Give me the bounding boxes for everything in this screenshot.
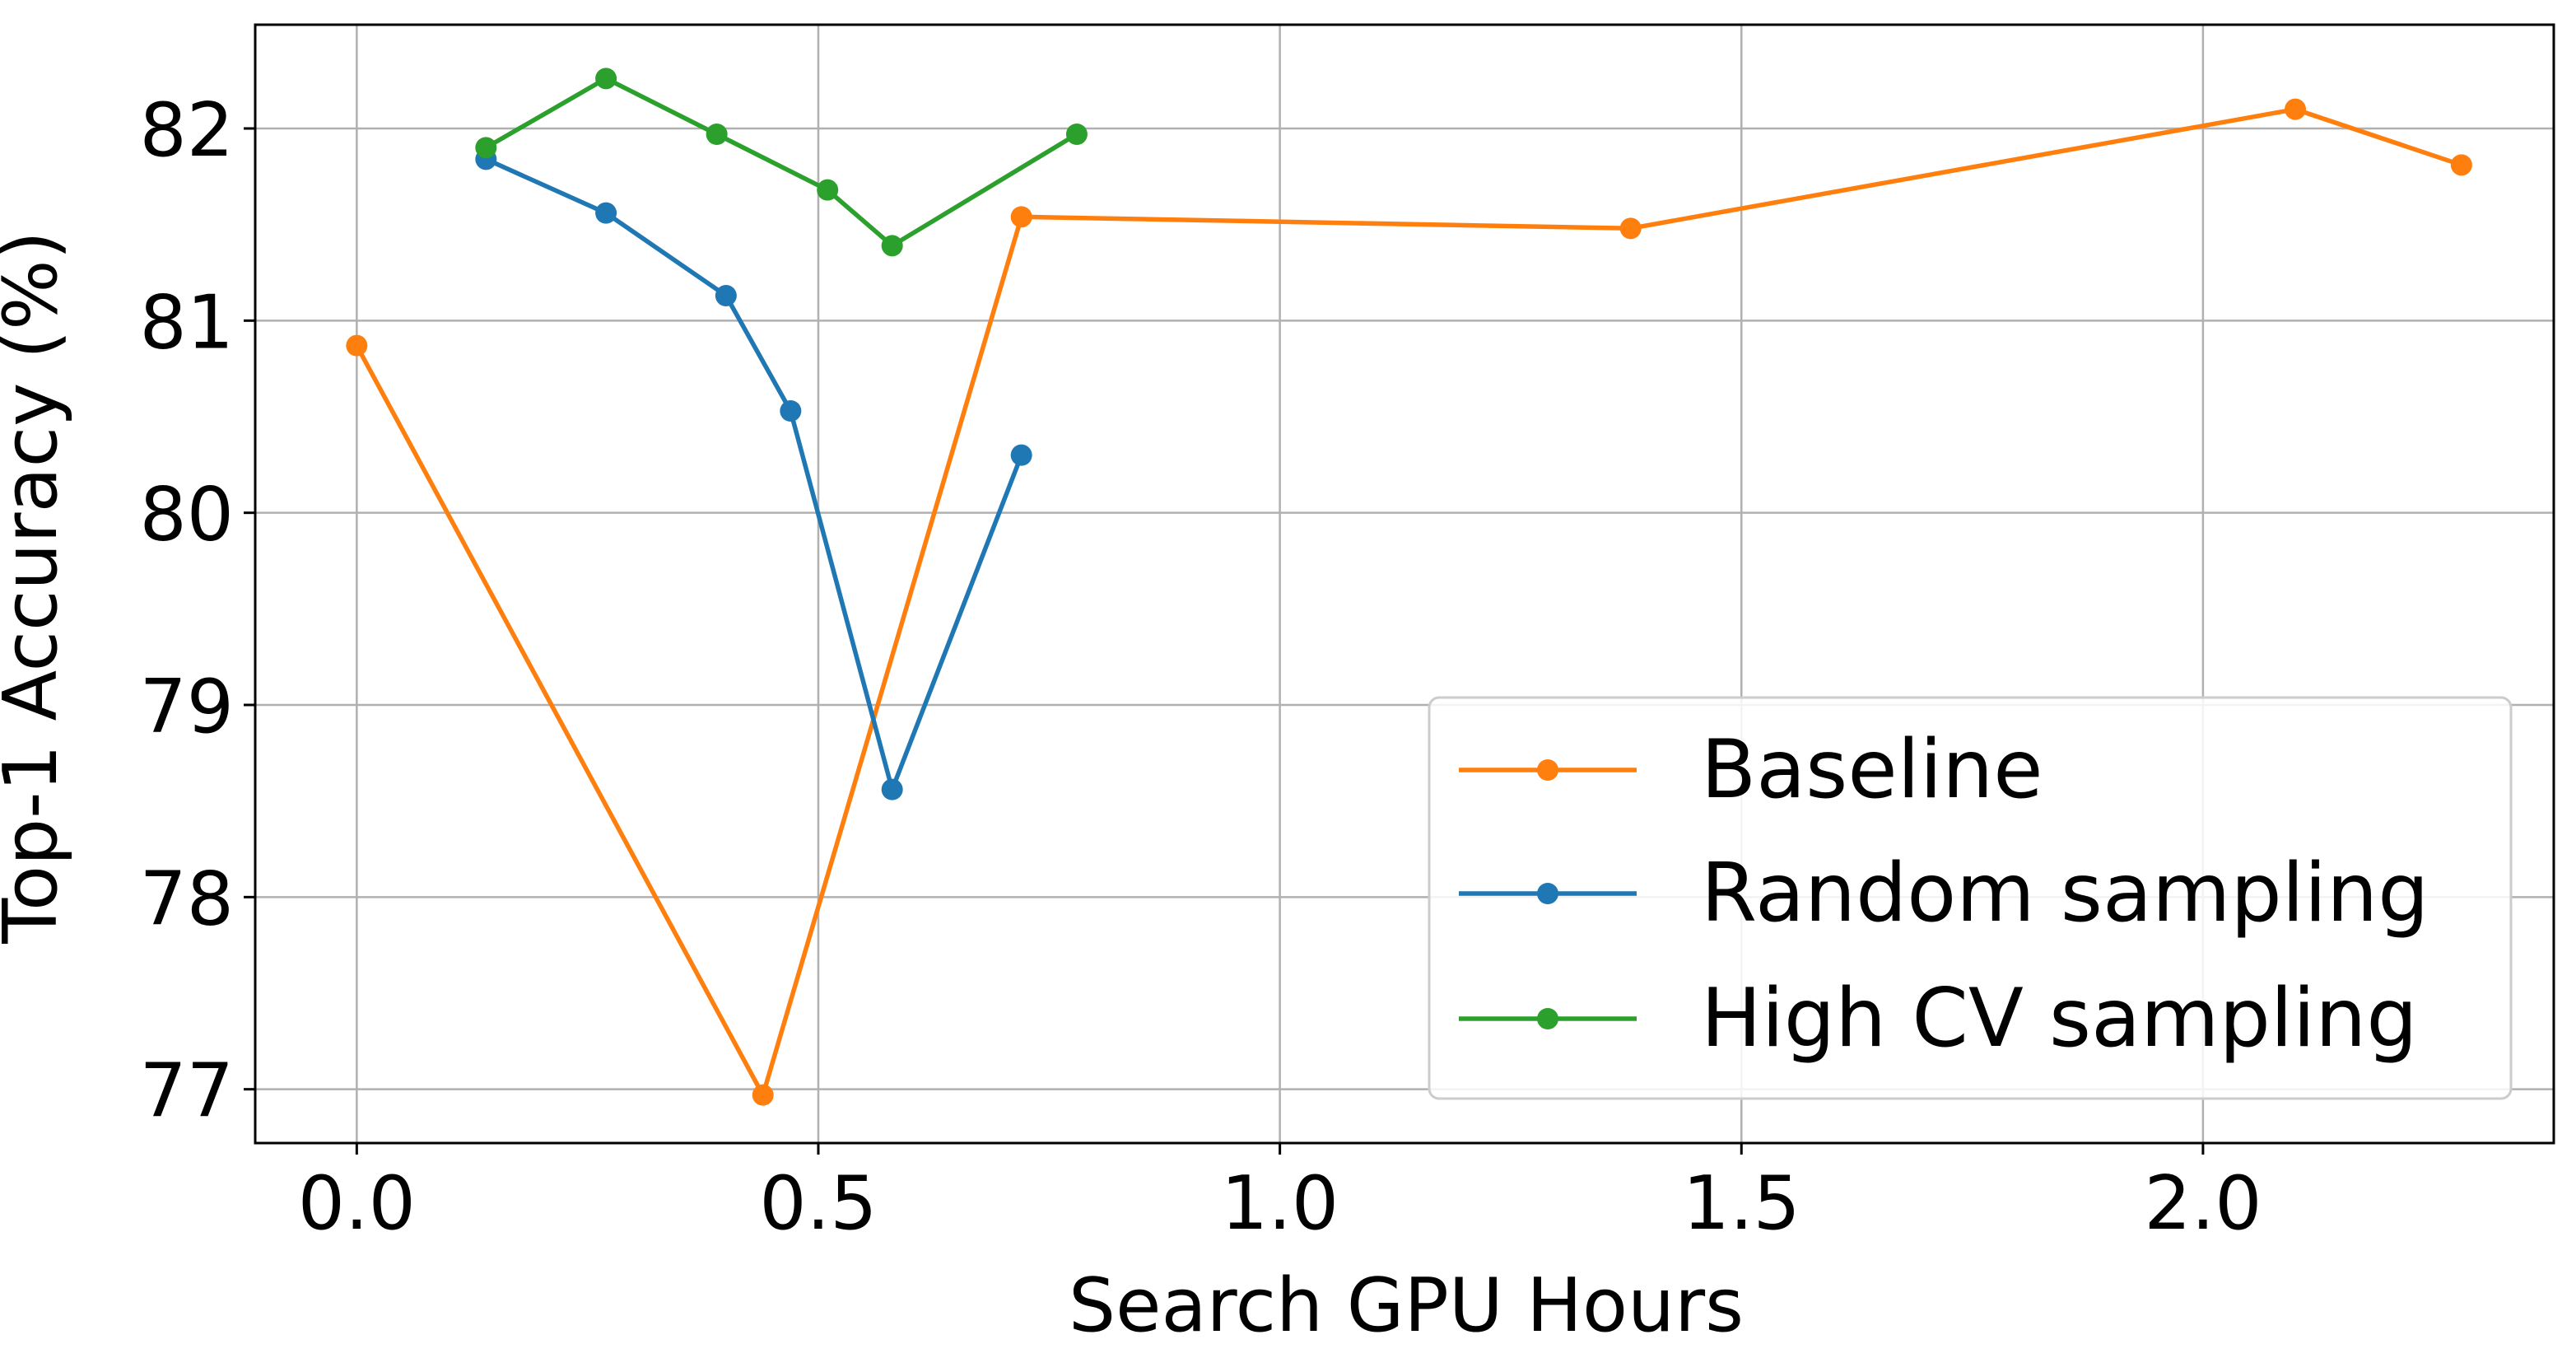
legend-marker-baseline — [1537, 759, 1558, 781]
y-tick-label-2: 79 — [139, 664, 234, 750]
data-point-high-cv-sampling-5 — [1065, 124, 1088, 145]
y-tick-label-3: 80 — [139, 472, 234, 558]
x-tick-label-3: 1.5 — [1683, 1160, 1800, 1247]
legend-marker-random-sampling — [1537, 883, 1558, 904]
x-tick-label-2: 1.0 — [1221, 1160, 1339, 1247]
legend-label-baseline: Baseline — [1701, 723, 2043, 817]
data-point-baseline-2 — [1010, 206, 1032, 228]
data-point-random-sampling-3 — [780, 400, 802, 422]
data-point-baseline-4 — [2285, 98, 2307, 120]
y-tick-label-4: 81 — [139, 279, 234, 366]
y-tick-label-0: 77 — [139, 1048, 234, 1135]
y-tick-label-1: 78 — [139, 856, 234, 942]
data-point-high-cv-sampling-3 — [817, 179, 839, 201]
x-tick-label-1: 0.5 — [759, 1160, 877, 1247]
data-point-high-cv-sampling-1 — [595, 68, 617, 90]
x-axis-label: Search GPU Hours — [1069, 1262, 1744, 1349]
data-point-baseline-1 — [752, 1084, 774, 1106]
series-layer — [346, 68, 2472, 1106]
series-line-baseline — [353, 106, 2465, 1098]
data-point-baseline-5 — [2450, 154, 2472, 176]
series-random-sampling — [475, 148, 1032, 800]
data-point-random-sampling-4 — [881, 778, 903, 800]
data-point-baseline-3 — [1619, 217, 1642, 240]
legend-marker-high-cv-sampling — [1537, 1008, 1558, 1029]
legend-label-random-sampling: Random sampling — [1701, 847, 2429, 940]
x-tick-label-4: 2.0 — [2144, 1160, 2262, 1247]
data-point-high-cv-sampling-0 — [475, 137, 497, 159]
legend-box — [1428, 696, 2513, 1100]
legend: Baseline Random sampling High CV samplin… — [1428, 696, 2513, 1100]
axis-ticks: 0.0 0.5 1.0 1.5 2.0 77 78 79 80 81 82 — [139, 87, 2262, 1247]
series-line-high-cv-sampling — [482, 76, 1080, 249]
data-point-random-sampling-2 — [715, 285, 737, 306]
y-axis-label: Top-1 Accuracy (%) — [0, 231, 74, 944]
data-point-baseline-0 — [346, 334, 368, 357]
legend-label-high-cv-sampling: High CV sampling — [1701, 972, 2418, 1066]
data-point-high-cv-sampling-2 — [706, 124, 728, 145]
series-high-cv-sampling — [475, 68, 1088, 257]
series-line-random-sampling — [482, 156, 1025, 792]
data-point-random-sampling-1 — [595, 202, 617, 224]
data-point-random-sampling-5 — [1010, 444, 1032, 466]
plot-frame — [254, 23, 2555, 1145]
y-tick-label-5: 82 — [139, 87, 234, 174]
series-baseline — [346, 98, 2472, 1106]
data-point-high-cv-sampling-4 — [881, 235, 903, 257]
x-tick-label-0: 0.0 — [298, 1160, 416, 1247]
